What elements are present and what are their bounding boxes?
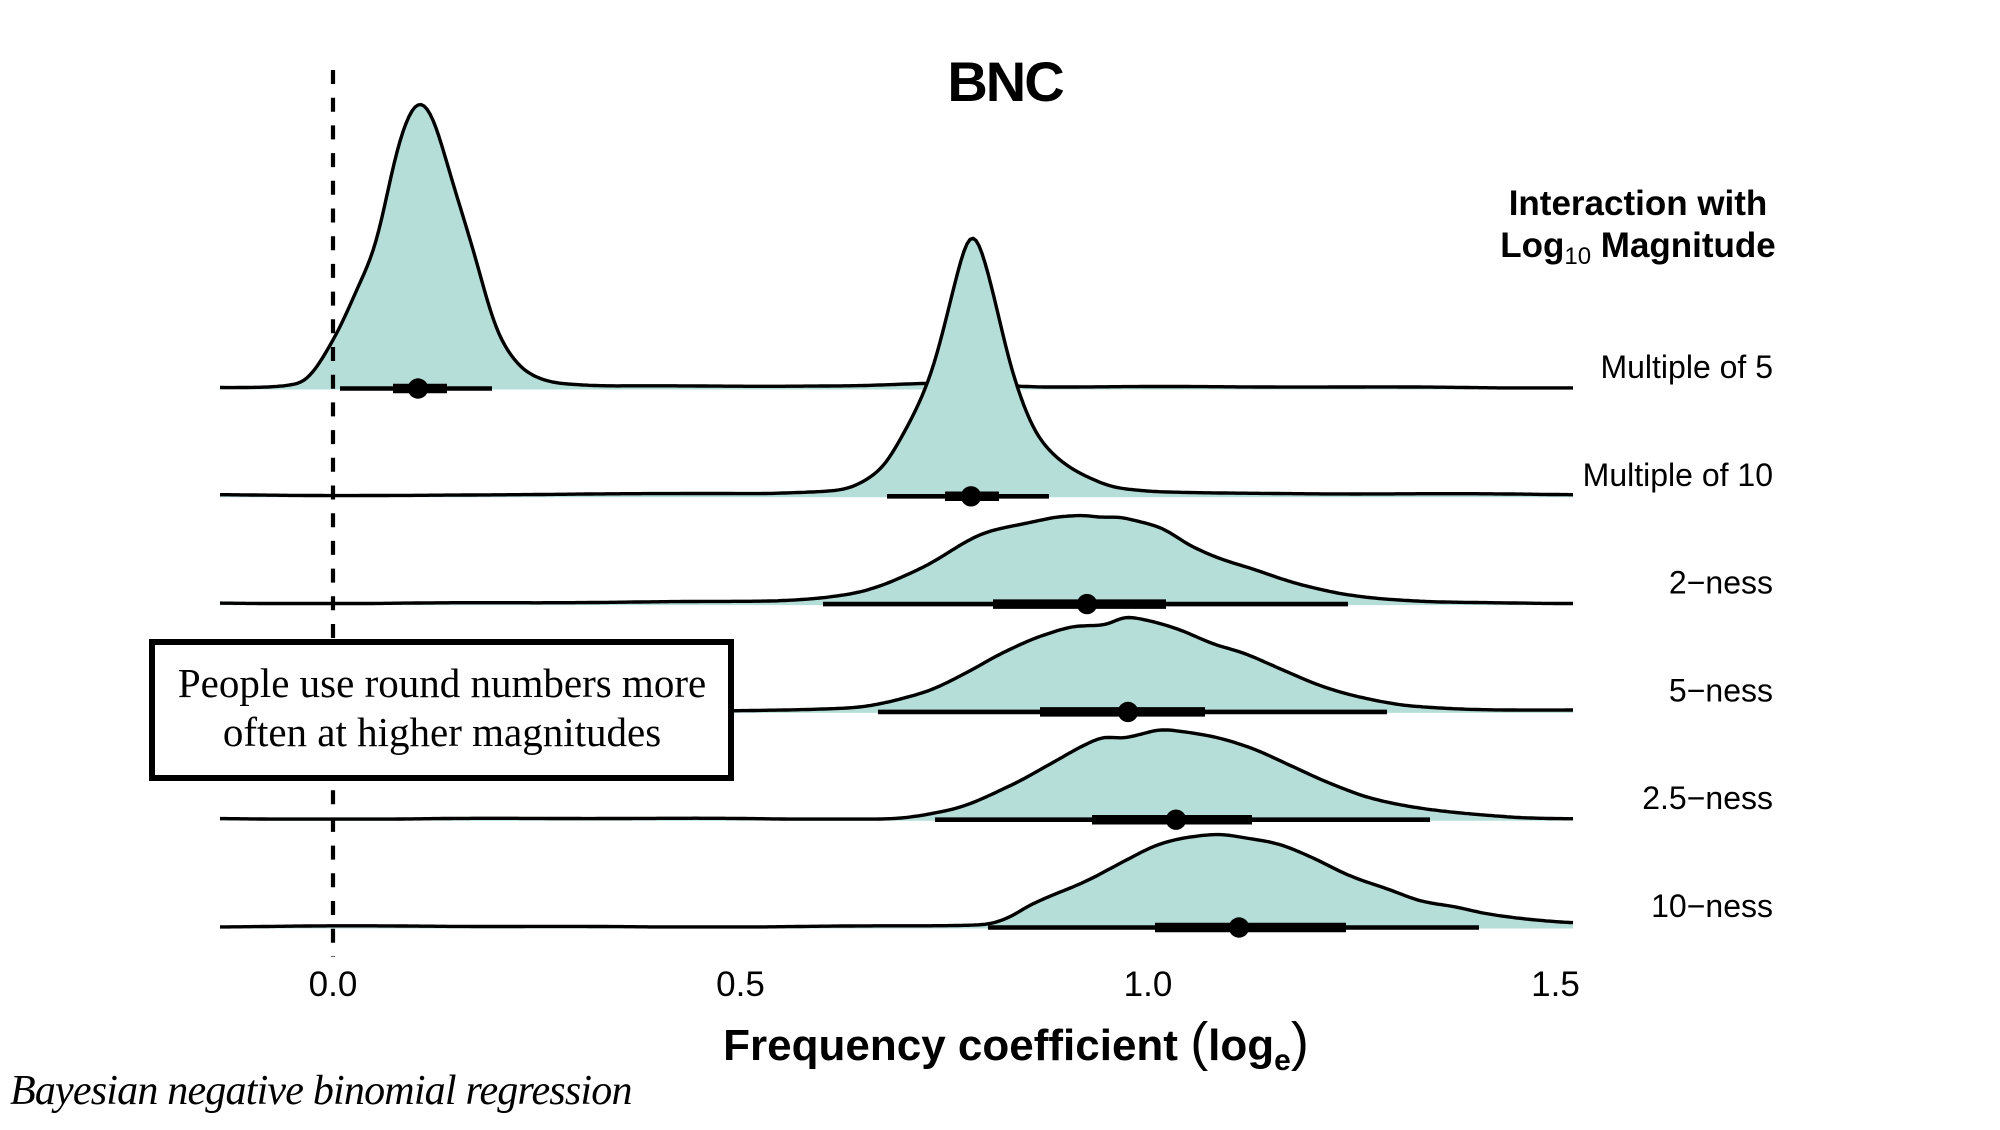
svg-text:5−ness: 5−ness — [1669, 672, 1773, 708]
svg-text:2−ness: 2−ness — [1669, 565, 1773, 601]
svg-text:Frequency coefficient (loge): Frequency coefficient (loge) — [723, 1012, 1309, 1077]
svg-text:0.5: 0.5 — [716, 965, 765, 1004]
svg-text:BNC: BNC — [947, 50, 1063, 113]
svg-text:1.5: 1.5 — [1531, 965, 1580, 1004]
svg-text:0.0: 0.0 — [309, 965, 358, 1004]
svg-text:Bayesian negative binomial reg: Bayesian negative binomial regression — [10, 1068, 632, 1114]
svg-text:2.5−ness: 2.5−ness — [1642, 780, 1773, 816]
svg-text:People use round numbers more: People use round numbers more — [178, 660, 706, 706]
svg-text:Interaction with: Interaction with — [1509, 184, 1768, 223]
svg-text:Log10 Magnitude: Log10 Magnitude — [1500, 226, 1776, 270]
svg-text:Multiple of 10: Multiple of 10 — [1583, 457, 1773, 493]
svg-text:often at higher magnitudes: often at higher magnitudes — [223, 709, 661, 755]
svg-text:Multiple of 5: Multiple of 5 — [1600, 349, 1773, 385]
svg-text:10−ness: 10−ness — [1651, 888, 1773, 924]
svg-text:1.0: 1.0 — [1124, 965, 1173, 1004]
